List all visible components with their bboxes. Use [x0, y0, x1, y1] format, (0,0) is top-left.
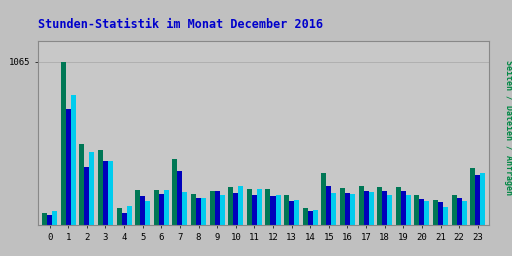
Bar	[173, 159, 177, 225]
Bar	[215, 191, 220, 225]
Bar	[275, 195, 281, 225]
Bar	[270, 196, 275, 225]
Bar	[238, 186, 243, 225]
Bar	[135, 190, 140, 225]
Bar	[387, 195, 392, 225]
Bar	[79, 144, 84, 225]
Bar	[443, 207, 448, 225]
Bar	[340, 188, 345, 225]
Bar	[358, 186, 364, 225]
Bar	[98, 150, 103, 225]
Bar	[433, 200, 438, 225]
Bar	[140, 196, 145, 225]
Bar	[284, 195, 289, 225]
Bar	[228, 187, 233, 225]
Bar	[201, 198, 206, 225]
Bar	[345, 193, 350, 225]
Bar	[313, 210, 318, 225]
Bar	[89, 152, 94, 225]
Text: Stunden-Statistik im Monat December 2016: Stunden-Statistik im Monat December 2016	[38, 18, 324, 31]
Bar	[47, 215, 52, 225]
Bar	[322, 173, 326, 225]
Bar	[424, 201, 430, 225]
Bar	[257, 189, 262, 225]
Text: Seiten / Dateien / Anfragen: Seiten / Dateien / Anfragen	[504, 60, 512, 196]
Bar	[396, 187, 401, 225]
Bar	[377, 187, 382, 225]
Bar	[480, 173, 485, 225]
Bar	[196, 198, 201, 225]
Bar	[294, 200, 299, 225]
Bar	[121, 213, 126, 225]
Bar	[126, 206, 132, 225]
Bar	[462, 201, 467, 225]
Bar	[406, 195, 411, 225]
Bar	[177, 171, 182, 225]
Bar	[475, 175, 480, 225]
Bar	[308, 211, 313, 225]
Bar	[289, 201, 294, 225]
Bar	[191, 194, 196, 225]
Bar	[350, 194, 355, 225]
Bar	[164, 190, 169, 225]
Bar	[382, 191, 387, 225]
Bar	[108, 161, 113, 225]
Bar	[252, 195, 257, 225]
Bar	[84, 167, 89, 225]
Bar	[60, 62, 66, 225]
Bar	[145, 201, 150, 225]
Bar	[182, 192, 187, 225]
Bar	[265, 189, 270, 225]
Bar	[452, 195, 457, 225]
Bar	[419, 199, 424, 225]
Bar	[154, 190, 159, 225]
Bar	[159, 194, 164, 225]
Bar	[233, 193, 238, 225]
Bar	[331, 193, 336, 225]
Bar	[369, 192, 374, 225]
Bar	[220, 195, 225, 225]
Bar	[247, 189, 252, 225]
Bar	[470, 168, 475, 225]
Bar	[42, 213, 47, 225]
Bar	[117, 208, 121, 225]
Bar	[209, 191, 215, 225]
Bar	[414, 195, 419, 225]
Bar	[71, 95, 76, 225]
Bar	[401, 191, 406, 225]
Bar	[52, 211, 57, 225]
Bar	[364, 191, 369, 225]
Bar	[438, 202, 443, 225]
Bar	[326, 186, 331, 225]
Bar	[303, 208, 308, 225]
Bar	[457, 198, 462, 225]
Bar	[66, 109, 71, 225]
Bar	[103, 161, 108, 225]
